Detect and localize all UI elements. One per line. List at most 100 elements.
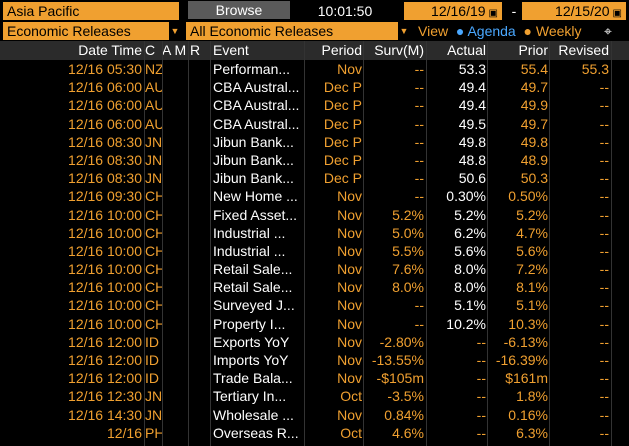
dropdown-arrow-icon[interactable]: ▼ <box>169 22 181 40</box>
dropdown-arrow-icon[interactable]: ▼ <box>398 22 410 40</box>
agenda-radio[interactable]: ● Agenda <box>451 23 516 39</box>
table-row[interactable]: 12/16 12:00 ID Trade Bala... Nov -$105m -- $16… <box>0 369 629 387</box>
table-row[interactable]: 12/16 06:00 AU CBA Austral... Dec P -- 49.4 49… <box>0 78 629 96</box>
row-event[interactable]: CBA Austral... <box>213 97 300 114</box>
table-row[interactable]: 12/16 10:00 CH Property I... Nov -- 10.2% 10.3… <box>0 315 629 333</box>
row-prior: 49.9 <box>520 97 548 114</box>
weekly-radio[interactable]: ● Weekly <box>519 23 582 39</box>
row-date: 12/16 06:00 <box>68 79 142 96</box>
row-event[interactable]: Overseas R... <box>213 424 299 441</box>
row-period: Nov <box>337 242 362 259</box>
column-divider <box>210 41 211 446</box>
events-table: 12/16 05:30 NZ Performan... Nov -- 53.3 55.4 55… <box>0 60 629 442</box>
row-period: Nov <box>337 297 362 314</box>
row-event[interactable]: New Home ... <box>213 188 298 205</box>
table-row[interactable]: 12/16 10:00 CH Retail Sale... Nov 7.6% 8.0% 7.… <box>0 260 629 278</box>
row-event[interactable]: Retail Sale... <box>213 261 293 278</box>
row-event[interactable]: Wholesale ... <box>213 406 294 423</box>
row-date: 12/16 <box>106 424 142 441</box>
row-event[interactable]: CBA Austral... <box>213 115 300 132</box>
row-survey: -- <box>414 79 424 96</box>
row-event[interactable]: Industrial ... <box>213 224 286 241</box>
row-date: 12/16 10:00 <box>68 261 142 278</box>
table-row[interactable]: 12/16 10:00 CH Fixed Asset... Nov 5.2% 5.2% 5.… <box>0 206 629 224</box>
weekly-label: Weekly <box>535 23 582 39</box>
calendar-icon[interactable]: ▣ <box>612 8 622 19</box>
table-row[interactable]: 12/16 PH Overseas R... Oct 4.6% -- 6.3% -- <box>0 424 629 442</box>
row-prior: $161m <box>505 370 548 387</box>
row-event[interactable]: Industrial ... <box>213 242 286 259</box>
column-divider <box>426 41 427 446</box>
table-row[interactable]: 12/16 10:00 CH Surveyed J... Nov -- 5.1% 5.1% -… <box>0 296 629 314</box>
table-row[interactable]: 12/16 14:30 JN Wholesale ... Nov 0.84% -- 0.16… <box>0 406 629 424</box>
col-prior[interactable]: Prior <box>518 42 548 58</box>
row-event[interactable]: Jibun Bank... <box>213 151 294 168</box>
browse-button[interactable]: Browse <box>188 1 290 19</box>
table-row[interactable]: 12/16 08:30 JN Jibun Bank... Dec P -- 48.8 48.… <box>0 151 629 169</box>
col-survey[interactable]: Surv(M) <box>374 42 424 58</box>
table-row[interactable]: 12/16 12:00 ID Exports YoY Nov -2.80% -- -6.13… <box>0 333 629 351</box>
row-date: 12/16 10:00 <box>68 315 142 332</box>
table-row[interactable]: 12/16 10:00 CH Industrial ... Nov 5.0% 6.2% 4.… <box>0 224 629 242</box>
picker-icon[interactable]: ⌖ <box>604 23 612 39</box>
subcategory-dropdown[interactable]: All Economic Releases ▼ <box>186 22 410 40</box>
row-prior: 4.7% <box>516 224 548 241</box>
row-revised: -- <box>599 115 609 132</box>
category-dropdown[interactable]: Economic Releases ▼ <box>3 22 181 40</box>
row-revised: -- <box>599 424 609 441</box>
col-relevance[interactable]: R <box>190 42 201 58</box>
row-event[interactable]: Surveyed J... <box>213 297 295 314</box>
column-divider <box>487 41 488 446</box>
row-prior: 8.1% <box>516 279 548 296</box>
row-actual: 10.2% <box>446 315 486 332</box>
col-event[interactable]: Event <box>213 42 249 58</box>
table-row[interactable]: 12/16 09:30 CH New Home ... Nov -- 0.30% 0.50%… <box>0 187 629 205</box>
table-row[interactable]: 12/16 10:00 CH Retail Sale... Nov 8.0% 8.0% 8.… <box>0 278 629 296</box>
row-country: CH <box>145 188 162 205</box>
table-row[interactable]: 12/16 12:00 ID Imports YoY Nov -13.55% -- -16.… <box>0 351 629 369</box>
table-row[interactable]: 12/16 08:30 JN Jibun Bank... Dec P -- 49.8 49.… <box>0 133 629 151</box>
clock: 10:01:50 <box>317 3 373 19</box>
table-row[interactable]: 12/16 08:30 JN Jibun Bank... Dec P -- 50.6 50.… <box>0 169 629 187</box>
calendar-icon[interactable]: ▣ <box>488 8 498 19</box>
row-date: 12/16 10:00 <box>68 297 142 314</box>
row-country: ID <box>145 352 159 368</box>
row-event[interactable]: Imports YoY <box>213 352 289 368</box>
column-divider <box>162 41 163 446</box>
col-period[interactable]: Period <box>321 42 362 58</box>
table-row[interactable]: 12/16 06:00 AU CBA Austral... Dec P -- 49.4 49… <box>0 96 629 114</box>
col-date[interactable]: Date Time <box>78 42 142 58</box>
row-event[interactable]: Jibun Bank... <box>213 170 294 187</box>
start-date-field[interactable]: 12/16/19 ▣ <box>404 2 502 20</box>
row-event[interactable]: Fixed Asset... <box>213 206 298 223</box>
row-event[interactable]: Property I... <box>213 315 286 332</box>
row-period: Nov <box>337 61 362 77</box>
end-date-field[interactable]: 12/15/20 ▣ <box>522 2 626 20</box>
table-header: Date Time C A M R Event Period Surv(M) A… <box>0 41 629 60</box>
table-row[interactable]: 12/16 06:00 AU CBA Austral... Dec P -- 49.5 49… <box>0 115 629 133</box>
row-event[interactable]: Trade Bala... <box>213 370 293 387</box>
table-row[interactable]: 12/16 10:00 CH Industrial ... Nov 5.5% 5.6% 5.… <box>0 242 629 260</box>
row-actual: 5.6% <box>454 242 486 259</box>
col-actual[interactable]: Actual <box>447 42 486 58</box>
row-date: 12/16 08:30 <box>68 133 142 150</box>
column-divider <box>611 41 612 446</box>
col-country[interactable]: C <box>145 42 156 58</box>
row-event[interactable]: Tertiary In... <box>213 388 287 405</box>
row-prior: 5.2% <box>516 206 548 223</box>
row-event[interactable]: CBA Austral... <box>213 79 300 96</box>
row-actual: -- <box>476 333 486 350</box>
row-country: CH <box>145 297 162 314</box>
row-survey: -- <box>414 97 424 114</box>
row-prior: 5.6% <box>516 242 548 259</box>
row-actual: -- <box>476 352 486 368</box>
col-alarm[interactable]: A M <box>162 42 187 58</box>
row-event[interactable]: Jibun Bank... <box>213 133 294 150</box>
col-revised[interactable]: Revised <box>558 42 609 58</box>
region-selector[interactable]: Asia Pacific <box>3 2 179 20</box>
table-row[interactable]: 12/16 12:30 JN Tertiary In... Oct -3.5% -- 1.8… <box>0 387 629 405</box>
table-row[interactable]: 12/16 05:30 NZ Performan... Nov -- 53.3 55.4 55… <box>0 60 629 78</box>
row-event[interactable]: Performan... <box>213 61 291 77</box>
row-event[interactable]: Exports YoY <box>213 333 290 350</box>
row-event[interactable]: Retail Sale... <box>213 279 293 296</box>
